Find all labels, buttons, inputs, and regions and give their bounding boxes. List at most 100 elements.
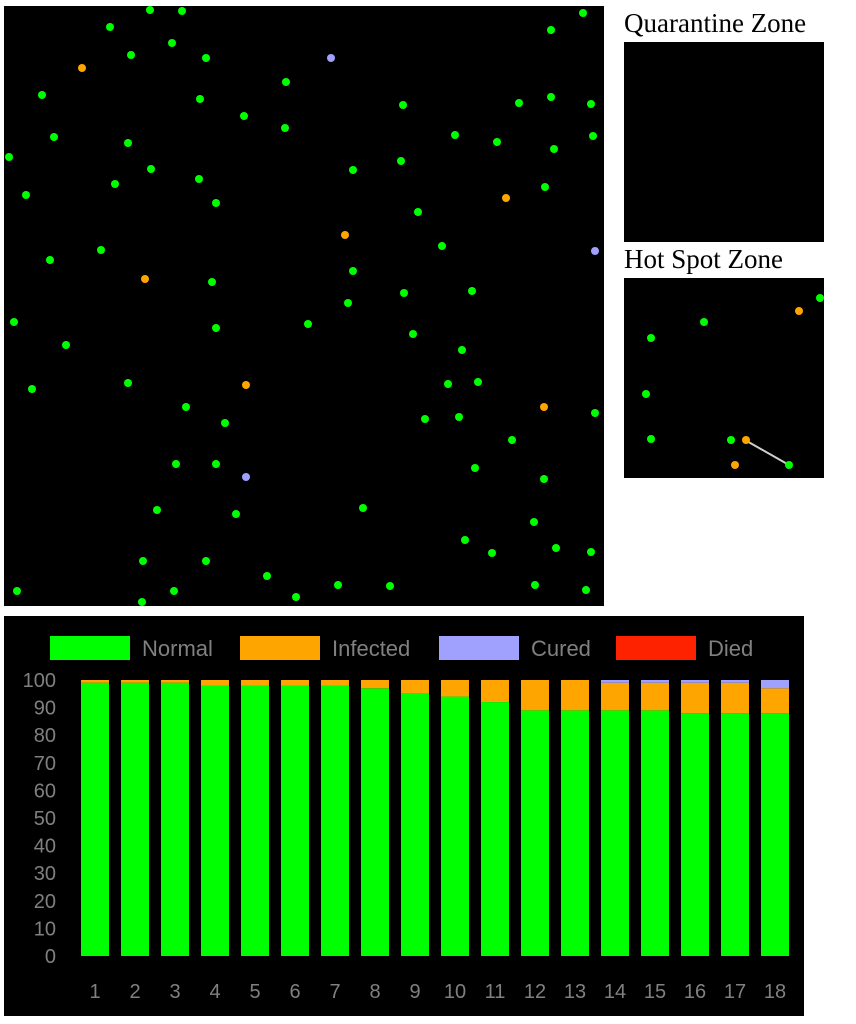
particle: [541, 183, 549, 191]
particle: [195, 175, 203, 183]
particle: [642, 390, 650, 398]
bar-infected-11: [481, 680, 509, 703]
particle: [141, 275, 149, 283]
particle: [46, 256, 54, 264]
particle: [458, 346, 466, 354]
particle: [168, 39, 176, 47]
y-tick-label: 0: [45, 946, 56, 968]
y-tick-label: 10: [34, 918, 56, 940]
particle: [400, 289, 408, 297]
particle: [468, 287, 476, 295]
particle: [474, 378, 482, 386]
particle: [816, 294, 824, 302]
particle: [742, 436, 750, 444]
bar-infected-7: [321, 680, 349, 686]
particle: [587, 100, 595, 108]
particle: [28, 385, 36, 393]
bar-infected-8: [361, 680, 389, 689]
bar-infected-15: [641, 682, 669, 711]
simulation-field: [5, 6, 599, 606]
particle: [178, 7, 186, 15]
particle: [471, 464, 479, 472]
particle: [212, 199, 220, 207]
particle: [202, 557, 210, 565]
bar-normal-7: [321, 685, 349, 956]
bar-normal-17: [721, 713, 749, 956]
bar-infected-10: [441, 680, 469, 697]
bar-cured-17: [721, 680, 749, 683]
quarantine-zone: [624, 42, 824, 242]
particle: [341, 231, 349, 239]
particle: [731, 461, 739, 469]
particle: [587, 548, 595, 556]
particle: [589, 132, 597, 140]
particle: [455, 413, 463, 421]
particle: [147, 165, 155, 173]
bar-normal-8: [361, 688, 389, 956]
x-tick-label: 10: [444, 981, 466, 1003]
particle: [172, 460, 180, 468]
bar-infected-18: [761, 688, 789, 714]
particle: [304, 320, 312, 328]
particle: [591, 409, 599, 417]
x-tick-label: 8: [369, 981, 380, 1003]
particle: [530, 518, 538, 526]
bar-infected-14: [601, 682, 629, 711]
particle: [5, 153, 13, 161]
particle: [327, 54, 335, 62]
legend-swatch-normal: [50, 636, 130, 660]
simulation-canvas: [4, 6, 604, 606]
particle: [196, 95, 204, 103]
particle: [212, 324, 220, 332]
particle: [700, 318, 708, 326]
x-tick-label: 11: [485, 981, 506, 1003]
particle: [232, 510, 240, 518]
particle: [547, 26, 555, 34]
quarantine-zone-title: Quarantine Zone: [624, 8, 807, 38]
bar-normal-5: [241, 685, 269, 956]
particle: [451, 131, 459, 139]
legend-swatch-infected: [240, 636, 320, 660]
legend-label-died: Died: [708, 636, 753, 661]
particle: [444, 380, 452, 388]
bar-cured-18: [761, 680, 789, 689]
bar-infected-6: [281, 680, 309, 686]
x-tick-label: 17: [724, 981, 746, 1003]
bar-cured-14: [601, 680, 629, 683]
particle: [540, 475, 548, 483]
particle: [263, 572, 271, 580]
particle: [438, 242, 446, 250]
legend-swatch-died: [616, 636, 696, 660]
bar-normal-10: [441, 696, 469, 956]
y-tick-label: 80: [34, 725, 56, 747]
particle: [508, 436, 516, 444]
bar-normal-2: [121, 682, 149, 956]
particle: [124, 379, 132, 387]
particle: [409, 330, 417, 338]
stacked-bar-chart: Normal Infected Cured Died 0 10 20 30 40 50 60 70 80…: [23, 636, 789, 1003]
particle: [127, 51, 135, 59]
x-tick-label: 9: [409, 981, 420, 1003]
particle: [170, 587, 178, 595]
particle: [202, 54, 210, 62]
particle: [38, 91, 46, 99]
hotspot-field: [642, 294, 824, 469]
particle: [281, 124, 289, 132]
y-tick-label: 70: [34, 753, 56, 775]
x-tick-label: 3: [169, 981, 180, 1003]
particle: [493, 138, 501, 146]
particle: [540, 403, 548, 411]
particle: [349, 166, 357, 174]
particle: [461, 536, 469, 544]
particle: [138, 598, 146, 606]
bar-normal-16: [681, 713, 709, 956]
x-tick-label: 7: [329, 981, 340, 1003]
particle: [62, 341, 70, 349]
bar-infected-9: [401, 680, 429, 694]
bar-normal-1: [81, 682, 109, 956]
bar-normal-11: [481, 702, 509, 956]
particle: [78, 64, 86, 72]
particle: [414, 208, 422, 216]
particle: [582, 586, 590, 594]
particle: [97, 246, 105, 254]
